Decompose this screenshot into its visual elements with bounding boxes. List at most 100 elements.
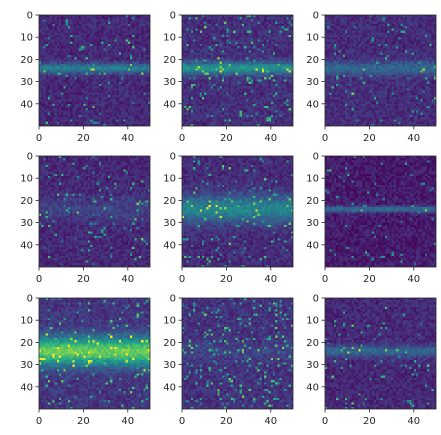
- heatmap-image-3: [325, 15, 436, 126]
- heatmap-image-8: [182, 298, 293, 409]
- x-tick-label-9-20: 20: [363, 416, 376, 427]
- x-tick-label-8-40: 40: [264, 416, 277, 427]
- y-tick-label-2-30: 30: [163, 77, 176, 88]
- heatmap-panel-9: 0 10 20 30 40 0 20 40: [306, 294, 437, 427]
- y-tick-label-4-10: 10: [20, 174, 33, 185]
- y-tick-label-5-20: 20: [163, 196, 176, 207]
- x-tick-label-8-0: 0: [179, 416, 185, 427]
- x-tick-label-3-40: 40: [407, 133, 420, 144]
- x-tick-label-4-0: 0: [36, 274, 42, 285]
- y-tick-label-5-30: 30: [163, 218, 176, 229]
- y-tick-label-9-30: 30: [306, 360, 319, 371]
- y-tick-label-4-30: 30: [20, 218, 33, 229]
- axes-frame-6: [324, 155, 437, 268]
- y-tick-label-9-10: 10: [306, 316, 319, 327]
- y-tick-label-7-30: 30: [20, 360, 33, 371]
- y-tick-label-2-10: 10: [163, 33, 176, 44]
- y-tick-label-9-40: 40: [306, 382, 319, 393]
- y-tick-label-2-0: 0: [170, 11, 176, 22]
- y-tick-label-8-0: 0: [170, 294, 176, 305]
- axes-frame-2: [181, 14, 294, 127]
- axes-frame-8: [181, 297, 294, 410]
- x-tick-label-5-0: 0: [179, 274, 185, 285]
- axes-frame-1: [38, 14, 151, 127]
- y-tick-label-5-0: 0: [170, 152, 176, 163]
- x-tick-label-7-40: 40: [121, 416, 134, 427]
- x-tick-label-4-40: 40: [121, 274, 134, 285]
- axes-frame-7: [38, 297, 151, 410]
- y-tick-label-3-10: 10: [306, 33, 319, 44]
- x-tick-label-3-20: 20: [363, 133, 376, 144]
- heatmap-panel-5: 0 10 20 30 40 0 20 40: [163, 152, 294, 285]
- x-tick-label-1-40: 40: [121, 133, 134, 144]
- heatmap-panel-8: 0 10 20 30 40 0 20 40: [163, 294, 294, 427]
- heatmap-image-6: [325, 156, 436, 267]
- heatmap-panel-3: 0 10 20 30 40 0 20 40: [306, 11, 437, 144]
- y-tick-label-7-20: 20: [20, 338, 33, 349]
- heatmap-panel-7: 0 10 20 30 40 0 20 40: [20, 294, 151, 427]
- heatmap-image-9: [325, 298, 436, 409]
- y-tick-label-1-0: 0: [27, 11, 33, 22]
- y-tick-label-7-40: 40: [20, 382, 33, 393]
- x-tick-label-1-0: 0: [36, 133, 42, 144]
- axes-frame-4: [38, 155, 151, 268]
- y-tick-label-3-0: 0: [313, 11, 319, 22]
- y-tick-label-6-20: 20: [306, 196, 319, 207]
- y-tick-label-6-40: 40: [306, 240, 319, 251]
- x-tick-label-1-20: 20: [77, 133, 90, 144]
- heatmap-image-2: [182, 15, 293, 126]
- x-tick-label-6-20: 20: [363, 274, 376, 285]
- y-tick-label-9-0: 0: [313, 294, 319, 305]
- axes-frame-5: [181, 155, 294, 268]
- y-tick-label-2-20: 20: [163, 55, 176, 66]
- x-tick-label-6-0: 0: [322, 274, 328, 285]
- y-tick-label-5-10: 10: [163, 174, 176, 185]
- y-tick-label-5-40: 40: [163, 240, 176, 251]
- x-tick-label-7-0: 0: [36, 416, 42, 427]
- x-tick-label-5-20: 20: [220, 274, 233, 285]
- y-tick-label-3-30: 30: [306, 77, 319, 88]
- y-tick-label-3-40: 40: [306, 99, 319, 110]
- y-tick-label-6-30: 30: [306, 218, 319, 229]
- x-tick-label-3-0: 0: [322, 133, 328, 144]
- y-tick-label-7-0: 0: [27, 294, 33, 305]
- axes-frame-9: [324, 297, 437, 410]
- y-tick-label-8-10: 10: [163, 316, 176, 327]
- y-tick-label-4-20: 20: [20, 196, 33, 207]
- x-tick-label-8-20: 20: [220, 416, 233, 427]
- x-tick-label-2-0: 0: [179, 133, 185, 144]
- y-tick-label-7-10: 10: [20, 316, 33, 327]
- x-tick-label-4-20: 20: [77, 274, 90, 285]
- heatmap-image-4: [39, 156, 150, 267]
- y-tick-label-4-0: 0: [27, 152, 33, 163]
- y-tick-label-6-0: 0: [313, 152, 319, 163]
- heatmap-panel-2: 0 10 20 30 40 0 20 40: [163, 11, 294, 144]
- y-tick-label-1-10: 10: [20, 33, 33, 44]
- y-tick-label-8-30: 30: [163, 360, 176, 371]
- x-tick-label-7-20: 20: [77, 416, 90, 427]
- y-tick-label-1-20: 20: [20, 55, 33, 66]
- x-tick-label-6-40: 40: [407, 274, 420, 285]
- x-tick-label-2-20: 20: [220, 133, 233, 144]
- heatmap-panel-1: 0 10 20 30 40 0 20 40: [20, 11, 151, 144]
- heatmap-panel-4: 0 10 20 30 40 0 20 40: [20, 152, 151, 285]
- y-tick-label-3-20: 20: [306, 55, 319, 66]
- x-tick-label-2-40: 40: [264, 133, 277, 144]
- heatmap-image-7: [39, 298, 150, 409]
- y-tick-label-1-40: 40: [20, 99, 33, 110]
- y-tick-label-8-40: 40: [163, 382, 176, 393]
- y-tick-label-8-20: 20: [163, 338, 176, 349]
- y-tick-label-4-40: 40: [20, 240, 33, 251]
- x-tick-label-9-40: 40: [407, 416, 420, 427]
- x-tick-label-5-40: 40: [264, 274, 277, 285]
- heatmap-image-5: [182, 156, 293, 267]
- heatmap-image-1: [39, 15, 150, 126]
- y-tick-label-1-30: 30: [20, 77, 33, 88]
- axes-frame-3: [324, 14, 437, 127]
- y-tick-label-2-40: 40: [163, 99, 176, 110]
- y-tick-label-9-20: 20: [306, 338, 319, 349]
- y-tick-label-6-10: 10: [306, 174, 319, 185]
- x-tick-label-9-0: 0: [322, 416, 328, 427]
- heatmap-panel-6: 0 10 20 30 40 0 20 40: [306, 152, 437, 285]
